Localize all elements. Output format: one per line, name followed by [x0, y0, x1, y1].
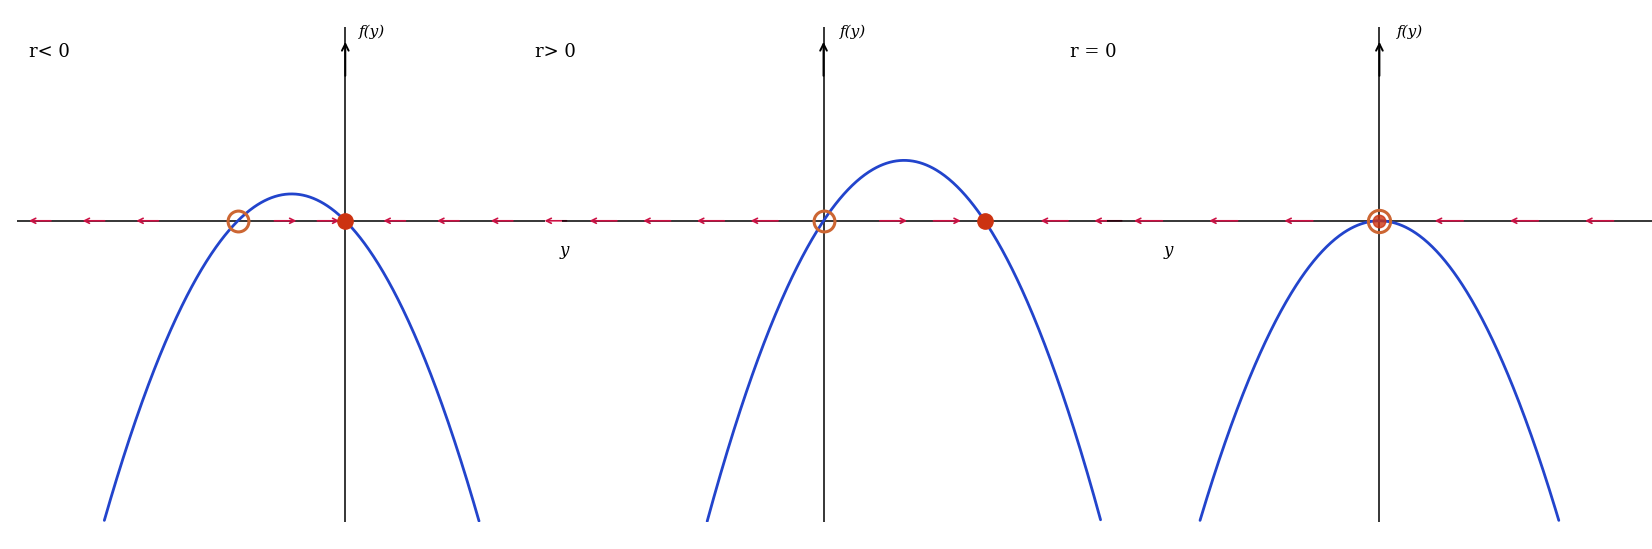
Text: y: y [1163, 242, 1173, 259]
Text: r< 0: r< 0 [30, 43, 71, 61]
Text: y: y [560, 242, 568, 259]
Text: f(y): f(y) [358, 25, 385, 39]
Text: r> 0: r> 0 [535, 43, 575, 61]
Text: f(y): f(y) [841, 25, 866, 39]
Text: r = 0: r = 0 [1070, 43, 1117, 61]
Text: f(y): f(y) [1396, 25, 1422, 39]
